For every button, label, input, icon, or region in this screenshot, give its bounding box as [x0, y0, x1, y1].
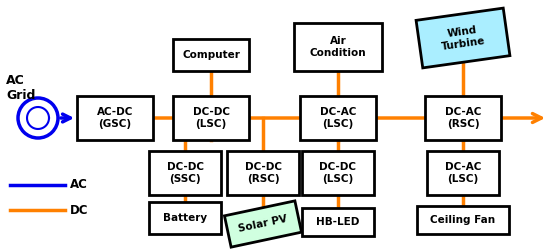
Text: AC
Grid: AC Grid	[6, 74, 35, 102]
FancyBboxPatch shape	[149, 151, 221, 195]
Text: DC-DC
(SSC): DC-DC (SSC)	[166, 162, 203, 184]
Text: Air
Condition: Air Condition	[310, 36, 366, 58]
Text: Solar PV: Solar PV	[237, 214, 288, 234]
Text: DC-AC
(LSC): DC-AC (LSC)	[445, 162, 481, 184]
Text: DC-DC
(LSC): DC-DC (LSC)	[320, 162, 357, 184]
FancyBboxPatch shape	[149, 202, 221, 234]
Text: AC: AC	[70, 178, 88, 192]
FancyBboxPatch shape	[427, 151, 499, 195]
Text: DC: DC	[70, 204, 88, 216]
FancyBboxPatch shape	[302, 208, 374, 236]
Text: Ceiling Fan: Ceiling Fan	[431, 215, 496, 225]
Text: AC-DC
(GSC): AC-DC (GSC)	[97, 107, 133, 129]
Text: HB-LED: HB-LED	[316, 217, 360, 227]
FancyBboxPatch shape	[77, 96, 153, 140]
FancyBboxPatch shape	[227, 151, 299, 195]
Text: Computer: Computer	[182, 50, 240, 60]
FancyBboxPatch shape	[173, 39, 249, 71]
Polygon shape	[225, 201, 301, 247]
Text: DC-DC
(LSC): DC-DC (LSC)	[193, 107, 230, 129]
Text: DC-AC
(LSC): DC-AC (LSC)	[320, 107, 356, 129]
Text: DC-DC
(RSC): DC-DC (RSC)	[245, 162, 282, 184]
Text: Wind
Turbine: Wind Turbine	[440, 24, 487, 52]
FancyBboxPatch shape	[300, 96, 376, 140]
FancyBboxPatch shape	[417, 206, 509, 234]
FancyBboxPatch shape	[425, 96, 501, 140]
Text: Battery: Battery	[163, 213, 207, 223]
Text: DC-AC
(RSC): DC-AC (RSC)	[445, 107, 481, 129]
FancyBboxPatch shape	[173, 96, 249, 140]
FancyBboxPatch shape	[294, 23, 382, 71]
FancyBboxPatch shape	[302, 151, 374, 195]
Polygon shape	[416, 8, 510, 68]
